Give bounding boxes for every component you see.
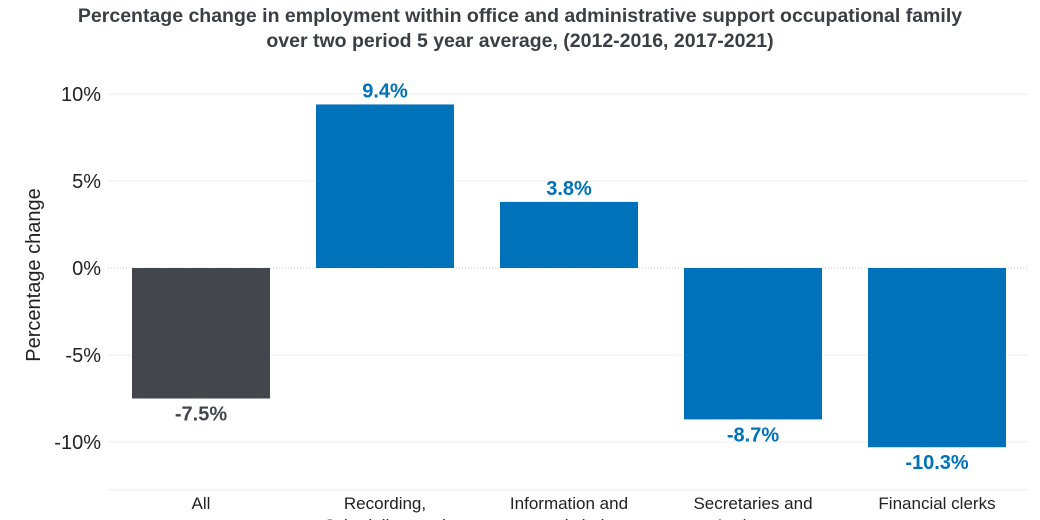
y-tick-label: 0%	[72, 258, 101, 280]
chart-title-line-1: Percentage change in employment within o…	[77, 5, 963, 27]
x-tick-label: Scheduling, and	[324, 516, 446, 520]
y-tick-label: 5%	[72, 171, 101, 193]
chart-title-line-2: over two period 5 year average, (2012-20…	[266, 30, 774, 52]
bar	[868, 268, 1006, 448]
bar	[316, 104, 454, 268]
bar	[684, 268, 822, 420]
data-label: -7.5%	[175, 404, 227, 426]
x-tick-label: Information and	[510, 494, 628, 513]
data-label: -10.3%	[905, 452, 969, 474]
x-tick-label: Assistants	[714, 516, 791, 520]
y-axis-label: Percentage change	[23, 188, 45, 361]
x-tick-label: record clerks	[520, 516, 617, 520]
x-tick-label: Recording,	[344, 494, 426, 513]
y-tick-label: 10%	[61, 84, 101, 106]
bar	[500, 201, 638, 268]
data-label: -8.7%	[727, 424, 779, 446]
y-tick-label: -5%	[65, 345, 101, 367]
bars	[132, 104, 1006, 448]
x-axis-ticks: All Recording, Scheduling, and Information …	[192, 494, 996, 520]
y-tick-label: -10%	[54, 432, 101, 454]
x-tick-label: All	[192, 494, 211, 513]
data-label: 3.8%	[546, 178, 592, 200]
bar	[132, 268, 270, 399]
data-labels: -7.5% 9.4% 3.8% -8.7% -10.3%	[175, 80, 969, 474]
x-tick-label: Secretaries and	[693, 494, 812, 513]
y-axis-ticks: 10% 5% 0% -5% -10%	[54, 84, 101, 454]
data-label: 9.4%	[362, 80, 408, 102]
x-tick-label: Financial clerks	[878, 494, 995, 513]
chart-title: Percentage change in employment within o…	[0, 4, 1040, 54]
